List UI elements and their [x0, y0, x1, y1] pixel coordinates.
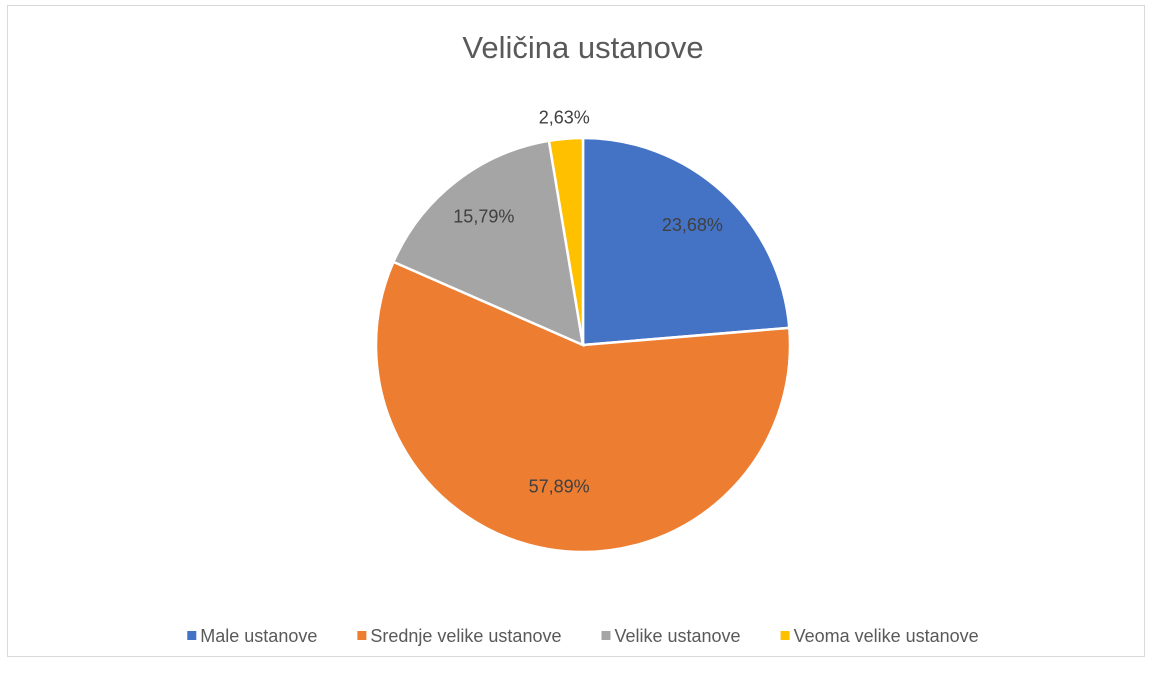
pie-slice	[547, 136, 585, 346]
data-label: 15,79%	[453, 206, 514, 226]
data-label: 23,68%	[662, 215, 723, 235]
legend-swatch	[601, 631, 611, 640]
chart-title: Veličina ustanove	[462, 30, 703, 65]
data-label: 2,63%	[539, 108, 590, 128]
legend-label: Srednje velike ustanove	[370, 626, 561, 646]
pie-slice	[391, 139, 585, 348]
legend-swatch	[187, 631, 197, 640]
legend-swatch	[357, 631, 367, 640]
legend-label: Velike ustanove	[614, 626, 740, 646]
legend-swatch	[780, 631, 790, 640]
data-label: 57,89%	[529, 477, 590, 497]
pie-slice	[374, 260, 792, 554]
legend-label: Male ustanove	[200, 626, 317, 646]
legend-label: Veoma velike ustanove	[794, 626, 979, 646]
pie-slice	[581, 136, 791, 347]
